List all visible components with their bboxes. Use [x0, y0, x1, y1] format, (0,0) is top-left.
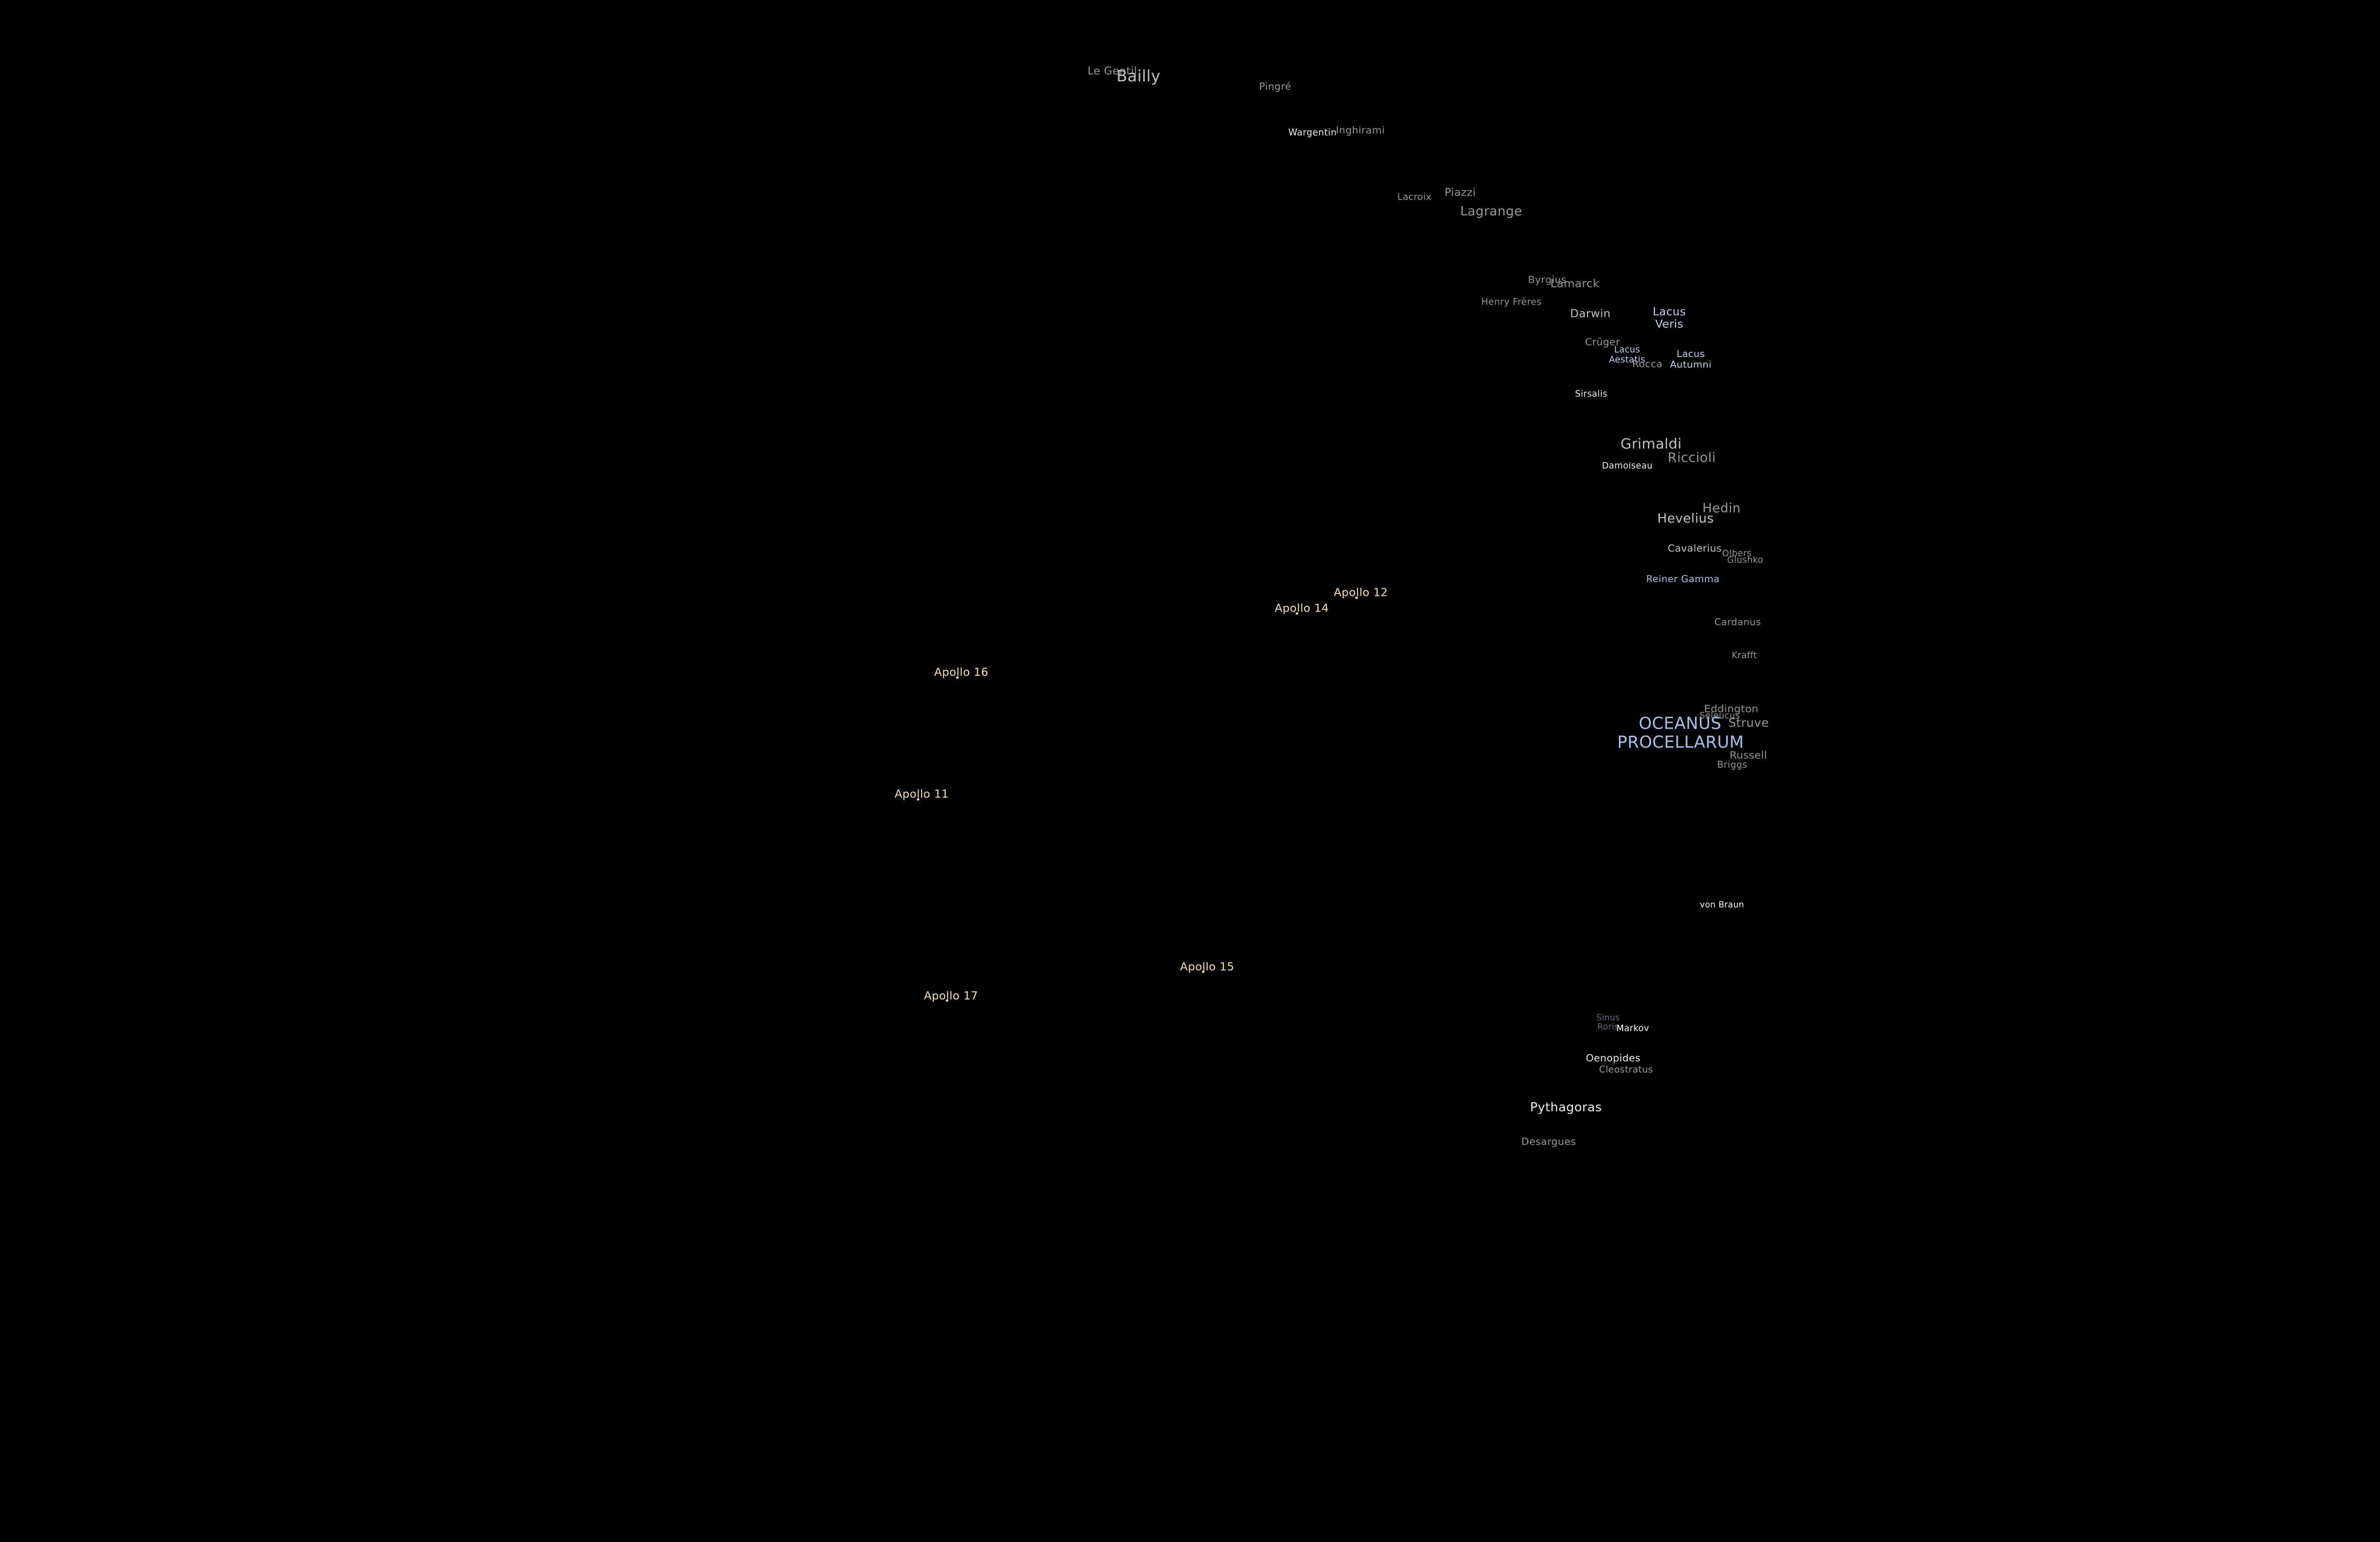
feature-label-cavalerius[interactable]: Cavalerius — [1667, 542, 1722, 554]
feature-label-desargues[interactable]: Desargues — [1521, 1136, 1576, 1147]
feature-label-line: Aestatis — [1609, 354, 1646, 365]
feature-label-line: Lacus — [1676, 348, 1705, 360]
feature-label-eddington[interactable]: Eddington — [1704, 702, 1759, 715]
feature-label-glushko[interactable]: Glushko — [1727, 554, 1764, 565]
feature-label-wargentin[interactable]: Wargentin — [1288, 128, 1337, 138]
feature-label-pythagoras[interactable]: Pythagoras — [1530, 1100, 1602, 1115]
feature-label-russell[interactable]: Russell — [1729, 749, 1767, 761]
landing-site-marker-apollo-15[interactable] — [1202, 970, 1205, 973]
feature-label-olbers[interactable]: Olbers — [1722, 548, 1752, 558]
feature-label-apollo-12[interactable]: Apollo 12 — [1334, 586, 1388, 599]
feature-label-procellarum[interactable]: PROCELLARUM — [1617, 732, 1744, 752]
feature-label-lacroix[interactable]: Lacroix — [1397, 192, 1432, 203]
feature-label-reiner-gamma[interactable]: Reiner Gamma — [1646, 573, 1720, 585]
landing-site-marker-apollo-12[interactable] — [1355, 596, 1358, 599]
feature-label-lamarck[interactable]: Lamarck — [1550, 277, 1600, 290]
feature-label-line: Sinus — [1596, 1012, 1620, 1023]
feature-label-sirsalis[interactable]: Sirsalis — [1575, 388, 1607, 399]
feature-label-pingre[interactable]: Pingré — [1259, 80, 1291, 92]
feature-label-line: Autumni — [1670, 359, 1712, 370]
feature-label-lagrange[interactable]: Lagrange — [1460, 203, 1522, 219]
feature-label-le-gentil[interactable]: Le Gentil — [1087, 65, 1137, 78]
feature-label-apollo-14[interactable]: Apollo 14 — [1274, 602, 1329, 615]
feature-label-hedin[interactable]: Hedin — [1702, 501, 1741, 516]
landing-site-marker-apollo-16[interactable] — [956, 676, 959, 679]
feature-label-briggs[interactable]: Briggs — [1717, 760, 1747, 771]
feature-label-lacus-veris[interactable]: Lacus Veris — [1653, 305, 1686, 331]
landing-site-marker-apollo-11[interactable] — [917, 798, 920, 801]
feature-label-apollo-15[interactable]: Apollo 15 — [1180, 960, 1234, 974]
feature-label-line: Roris — [1597, 1022, 1619, 1032]
feature-label-henry-freres[interactable]: Henry Frères — [1481, 297, 1542, 307]
landing-site-marker-apollo-14[interactable] — [1296, 612, 1299, 615]
feature-label-byrgius[interactable]: Byrgius — [1528, 274, 1567, 286]
feature-label-sinus-roris[interactable]: Sinus Roris — [1597, 1013, 1620, 1031]
feature-label-piazzi[interactable]: Piazzi — [1444, 186, 1476, 199]
feature-label-oenopides[interactable]: Oenopides — [1586, 1052, 1641, 1064]
feature-label-markov[interactable]: Markov — [1616, 1023, 1649, 1034]
feature-label-struve[interactable]: Struve — [1728, 715, 1769, 730]
feature-label-von-braun[interactable]: von Braun — [1700, 899, 1745, 909]
feature-label-hevelius[interactable]: Hevelius — [1657, 511, 1714, 526]
feature-label-line: Veris — [1655, 317, 1684, 331]
feature-label-oceanus[interactable]: OCEANUS — [1638, 714, 1722, 733]
feature-label-lacus-aestatis[interactable]: Lacus Aestatis — [1609, 345, 1645, 365]
feature-label-damoiseau[interactable]: Damoiseau — [1602, 460, 1653, 471]
moon-map-canvas[interactable]: Le Gentil Bailly Pingré Wargentin Inghirami L… — [0, 0, 2380, 1339]
feature-label-lacus-autumni[interactable]: Lacus Autumni — [1670, 349, 1711, 371]
feature-label-riccioli[interactable]: Riccioli — [1667, 449, 1716, 465]
feature-label-line: Lacus — [1653, 305, 1686, 318]
feature-label-seleucus[interactable]: Seleucus — [1699, 711, 1740, 721]
feature-label-cleostratus[interactable]: Cleostratus — [1599, 1064, 1653, 1075]
feature-label-grimaldi[interactable]: Grimaldi — [1620, 435, 1682, 453]
feature-label-apollo-11[interactable]: Apollo 11 — [894, 788, 949, 801]
feature-label-cardanus[interactable]: Cardanus — [1714, 617, 1761, 628]
feature-label-darwin[interactable]: Darwin — [1570, 307, 1611, 320]
feature-label-inghirami[interactable]: Inghirami — [1336, 124, 1385, 136]
feature-label-apollo-16[interactable]: Apollo 16 — [934, 666, 989, 679]
feature-label-line: Lacus — [1614, 344, 1640, 355]
feature-label-bailly[interactable]: Bailly — [1116, 67, 1160, 85]
feature-label-krafft[interactable]: Krafft — [1732, 650, 1757, 661]
feature-label-rocca[interactable]: Rocca — [1632, 358, 1663, 370]
feature-label-apollo-17[interactable]: Apollo 17 — [923, 989, 978, 1002]
landing-site-marker-apollo-17[interactable] — [945, 999, 949, 1002]
feature-label-cruger[interactable]: Crüger — [1585, 336, 1620, 348]
